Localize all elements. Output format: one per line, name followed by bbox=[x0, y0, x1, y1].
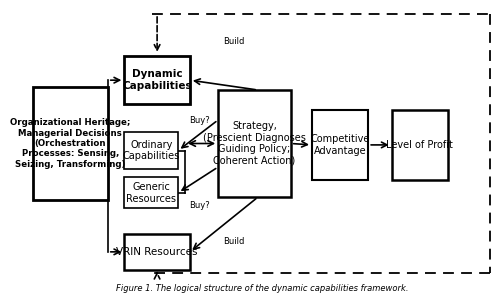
FancyBboxPatch shape bbox=[124, 56, 190, 104]
Text: Generic
Resources: Generic Resources bbox=[126, 182, 176, 204]
Text: Dynamic
Capabilities: Dynamic Capabilities bbox=[122, 69, 192, 91]
Text: VRIN Resources: VRIN Resources bbox=[116, 247, 198, 257]
Text: Organizational Heritage;
Managerial Decisions
(Orchestration
Processes: Sensing,: Organizational Heritage; Managerial Deci… bbox=[10, 118, 130, 169]
Text: Strategy,
(Prescient Diagnoses
Guiding Policy;
Coherent Action): Strategy, (Prescient Diagnoses Guiding P… bbox=[203, 121, 306, 166]
FancyBboxPatch shape bbox=[312, 110, 368, 180]
Text: Ordinary
Capabilities: Ordinary Capabilities bbox=[122, 140, 180, 161]
FancyBboxPatch shape bbox=[124, 177, 178, 208]
Text: Build: Build bbox=[223, 37, 244, 46]
Text: Level of Profit: Level of Profit bbox=[386, 140, 454, 150]
FancyBboxPatch shape bbox=[33, 87, 108, 200]
FancyBboxPatch shape bbox=[124, 132, 178, 169]
Text: Buy?: Buy? bbox=[189, 116, 210, 125]
Text: Buy?: Buy? bbox=[189, 201, 210, 210]
FancyBboxPatch shape bbox=[218, 90, 291, 197]
Text: Competitive
Advantage: Competitive Advantage bbox=[310, 134, 370, 156]
Text: Figure 1. The logical structure of the dynamic capabilities framework.: Figure 1. The logical structure of the d… bbox=[116, 284, 409, 293]
FancyBboxPatch shape bbox=[392, 110, 448, 180]
Text: Build: Build bbox=[223, 237, 244, 246]
FancyBboxPatch shape bbox=[124, 234, 190, 270]
